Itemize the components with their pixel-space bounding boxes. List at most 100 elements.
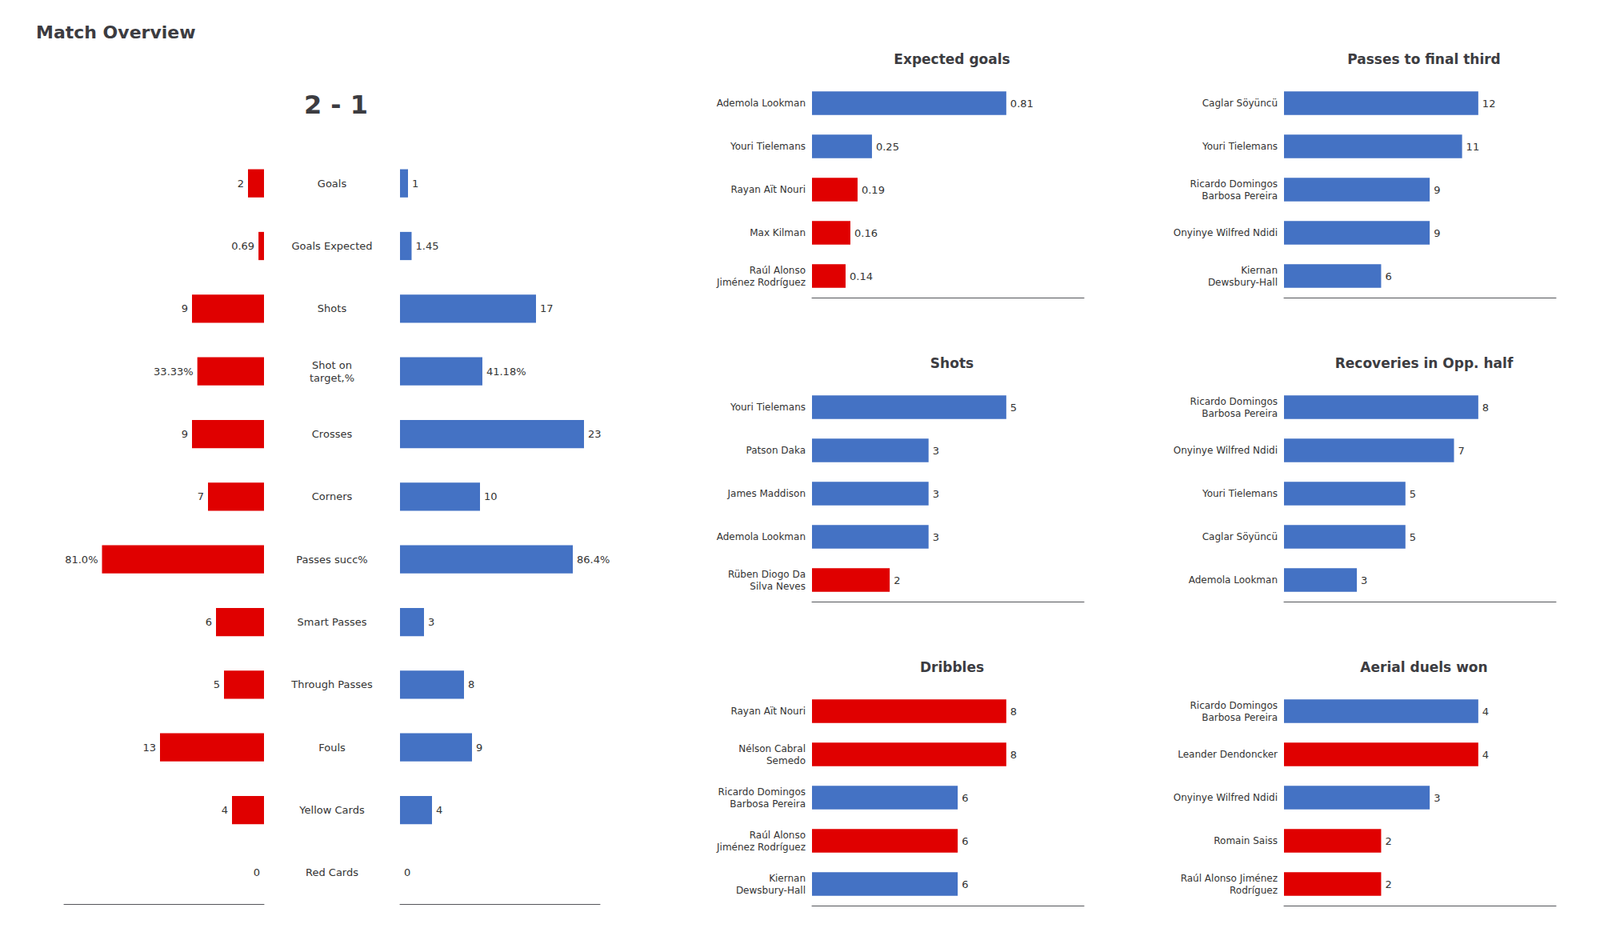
svg-text:Rüben Diogo Da: Rüben Diogo Da [728,568,806,580]
svg-text:Ademola Lookman: Ademola Lookman [716,97,806,109]
svg-text:9: 9 [1433,227,1440,240]
svg-text:23: 23 [588,428,602,440]
svg-text:Youri Tielemans: Youri Tielemans [1201,140,1278,152]
svg-text:6: 6 [961,835,968,848]
svg-text:Max Kilman: Max Kilman [749,227,806,239]
svg-text:2: 2 [237,177,244,190]
svg-text:11: 11 [1466,140,1480,153]
svg-text:Recoveries in Opp. half: Recoveries in Opp. half [1335,355,1514,372]
svg-text:Crosses: Crosses [312,428,353,440]
svg-text:Fouls: Fouls [318,741,346,754]
svg-text:Barbosa Pereira: Barbosa Pereira [729,798,806,810]
svg-text:10: 10 [484,490,498,503]
svg-text:12: 12 [1482,97,1496,110]
svg-text:3: 3 [1433,792,1440,804]
svg-text:Ademola Lookman: Ademola Lookman [716,531,806,543]
svg-text:81.0%: 81.0% [64,553,98,566]
svg-text:Semedo: Semedo [766,755,806,767]
svg-text:3: 3 [932,488,940,500]
svg-text:0: 0 [253,866,260,879]
svg-text:41.18%: 41.18% [486,365,527,378]
svg-text:Leander Dendoncker: Leander Dendoncker [1177,748,1278,760]
svg-text:Caglar Söyüncü: Caglar Söyüncü [1202,97,1278,109]
svg-text:Red Cards: Red Cards [305,866,359,879]
svg-text:Raúl Alonso: Raúl Alonso [749,829,806,841]
svg-text:Ademola Lookman: Ademola Lookman [1188,574,1278,586]
svg-text:Aerial duels won: Aerial duels won [1360,659,1488,676]
svg-text:0.19: 0.19 [861,184,885,196]
svg-text:Youri Tielemans: Youri Tielemans [1201,488,1278,500]
svg-text:Raúl Alonso Jiménez: Raúl Alonso Jiménez [1180,872,1278,884]
svg-text:9: 9 [181,428,188,440]
svg-text:5: 5 [213,678,220,691]
svg-text:5: 5 [1010,401,1017,414]
svg-text:Patson Daka: Patson Daka [746,444,806,456]
svg-text:3: 3 [1360,574,1368,587]
svg-text:Through Passes: Through Passes [290,678,373,691]
svg-text:13: 13 [142,741,156,754]
svg-text:2: 2 [1384,878,1392,891]
svg-text:Raúl Alonso: Raúl Alonso [749,264,806,276]
svg-text:Youri Tielemans: Youri Tielemans [729,401,806,413]
svg-text:8: 8 [1010,705,1017,718]
svg-text:Caglar Söyüncü: Caglar Söyüncü [1202,531,1278,543]
svg-text:Rodríguez: Rodríguez [1229,884,1278,896]
svg-text:Onyinye Wilfred Ndidi: Onyinye Wilfred Ndidi [1173,227,1278,239]
svg-text:1.45: 1.45 [416,240,440,252]
svg-text:Goals Expected: Goals Expected [291,240,372,252]
svg-text:6: 6 [961,878,968,891]
svg-text:Yellow Cards: Yellow Cards [298,804,365,816]
svg-text:Onyinye Wilfred Ndidi: Onyinye Wilfred Ndidi [1173,444,1278,456]
svg-text:3: 3 [428,616,435,628]
svg-text:Barbosa Pereira: Barbosa Pereira [1201,408,1278,420]
svg-text:Dewsbury-Hall: Dewsbury-Hall [736,884,806,896]
svg-text:0.16: 0.16 [854,227,878,240]
svg-text:Youri Tielemans: Youri Tielemans [729,140,806,152]
svg-text:Rayan Aït Nouri: Rayan Aït Nouri [730,705,806,717]
svg-text:Dewsbury-Hall: Dewsbury-Hall [1208,276,1278,288]
svg-text:1: 1 [412,177,419,190]
svg-text:Goals: Goals [317,177,348,190]
svg-text:0.81: 0.81 [1010,97,1034,110]
svg-text:5: 5 [1409,488,1416,500]
svg-text:4: 4 [1482,705,1489,718]
svg-text:Dribbles: Dribbles [920,659,984,676]
svg-text:4: 4 [436,804,443,816]
svg-text:Passes succ%: Passes succ% [296,553,368,566]
svg-text:Rayan Aït Nouri: Rayan Aït Nouri [730,184,806,196]
svg-text:8: 8 [468,678,475,691]
svg-text:6: 6 [205,616,212,628]
svg-text:Kiernan: Kiernan [768,872,806,884]
svg-text:0: 0 [404,866,411,879]
svg-text:Shots: Shots [317,302,348,315]
svg-text:2: 2 [893,574,900,587]
svg-text:Nélson Cabral: Nélson Cabral [738,743,806,755]
svg-text:Kiernan: Kiernan [1240,264,1278,276]
svg-text:Ricardo Domingos: Ricardo Domingos [1189,396,1278,408]
svg-text:4: 4 [1482,748,1489,761]
svg-text:8: 8 [1482,401,1489,414]
svg-text:0.14: 0.14 [849,270,873,283]
svg-text:Shots: Shots [930,355,974,372]
svg-text:7: 7 [1458,444,1465,457]
svg-text:Romain Saiss: Romain Saiss [1213,835,1278,847]
svg-text:9: 9 [181,302,188,315]
svg-text:0.25: 0.25 [876,140,900,153]
svg-text:0.69: 0.69 [231,240,255,252]
svg-text:Expected goals: Expected goals [893,51,1010,68]
svg-text:9: 9 [476,741,483,754]
svg-text:Ricardo Domingos: Ricardo Domingos [1189,178,1278,190]
svg-text:33.33%: 33.33% [153,365,194,378]
svg-text:Passes to final third: Passes to final third [1347,51,1501,68]
svg-text:8: 8 [1010,748,1017,761]
svg-text:Corners: Corners [312,490,353,503]
svg-text:Smart Passes: Smart Passes [297,616,368,628]
svg-text:4: 4 [221,804,228,816]
svg-text:6: 6 [1384,270,1392,283]
svg-text:5: 5 [1409,531,1416,544]
svg-text:Silva Neves: Silva Neves [749,580,806,592]
svg-text:7: 7 [197,490,204,503]
svg-text:3: 3 [932,444,940,457]
svg-text:Match Overview: Match Overview [36,22,196,43]
svg-text:Barbosa Pereira: Barbosa Pereira [1201,712,1278,724]
